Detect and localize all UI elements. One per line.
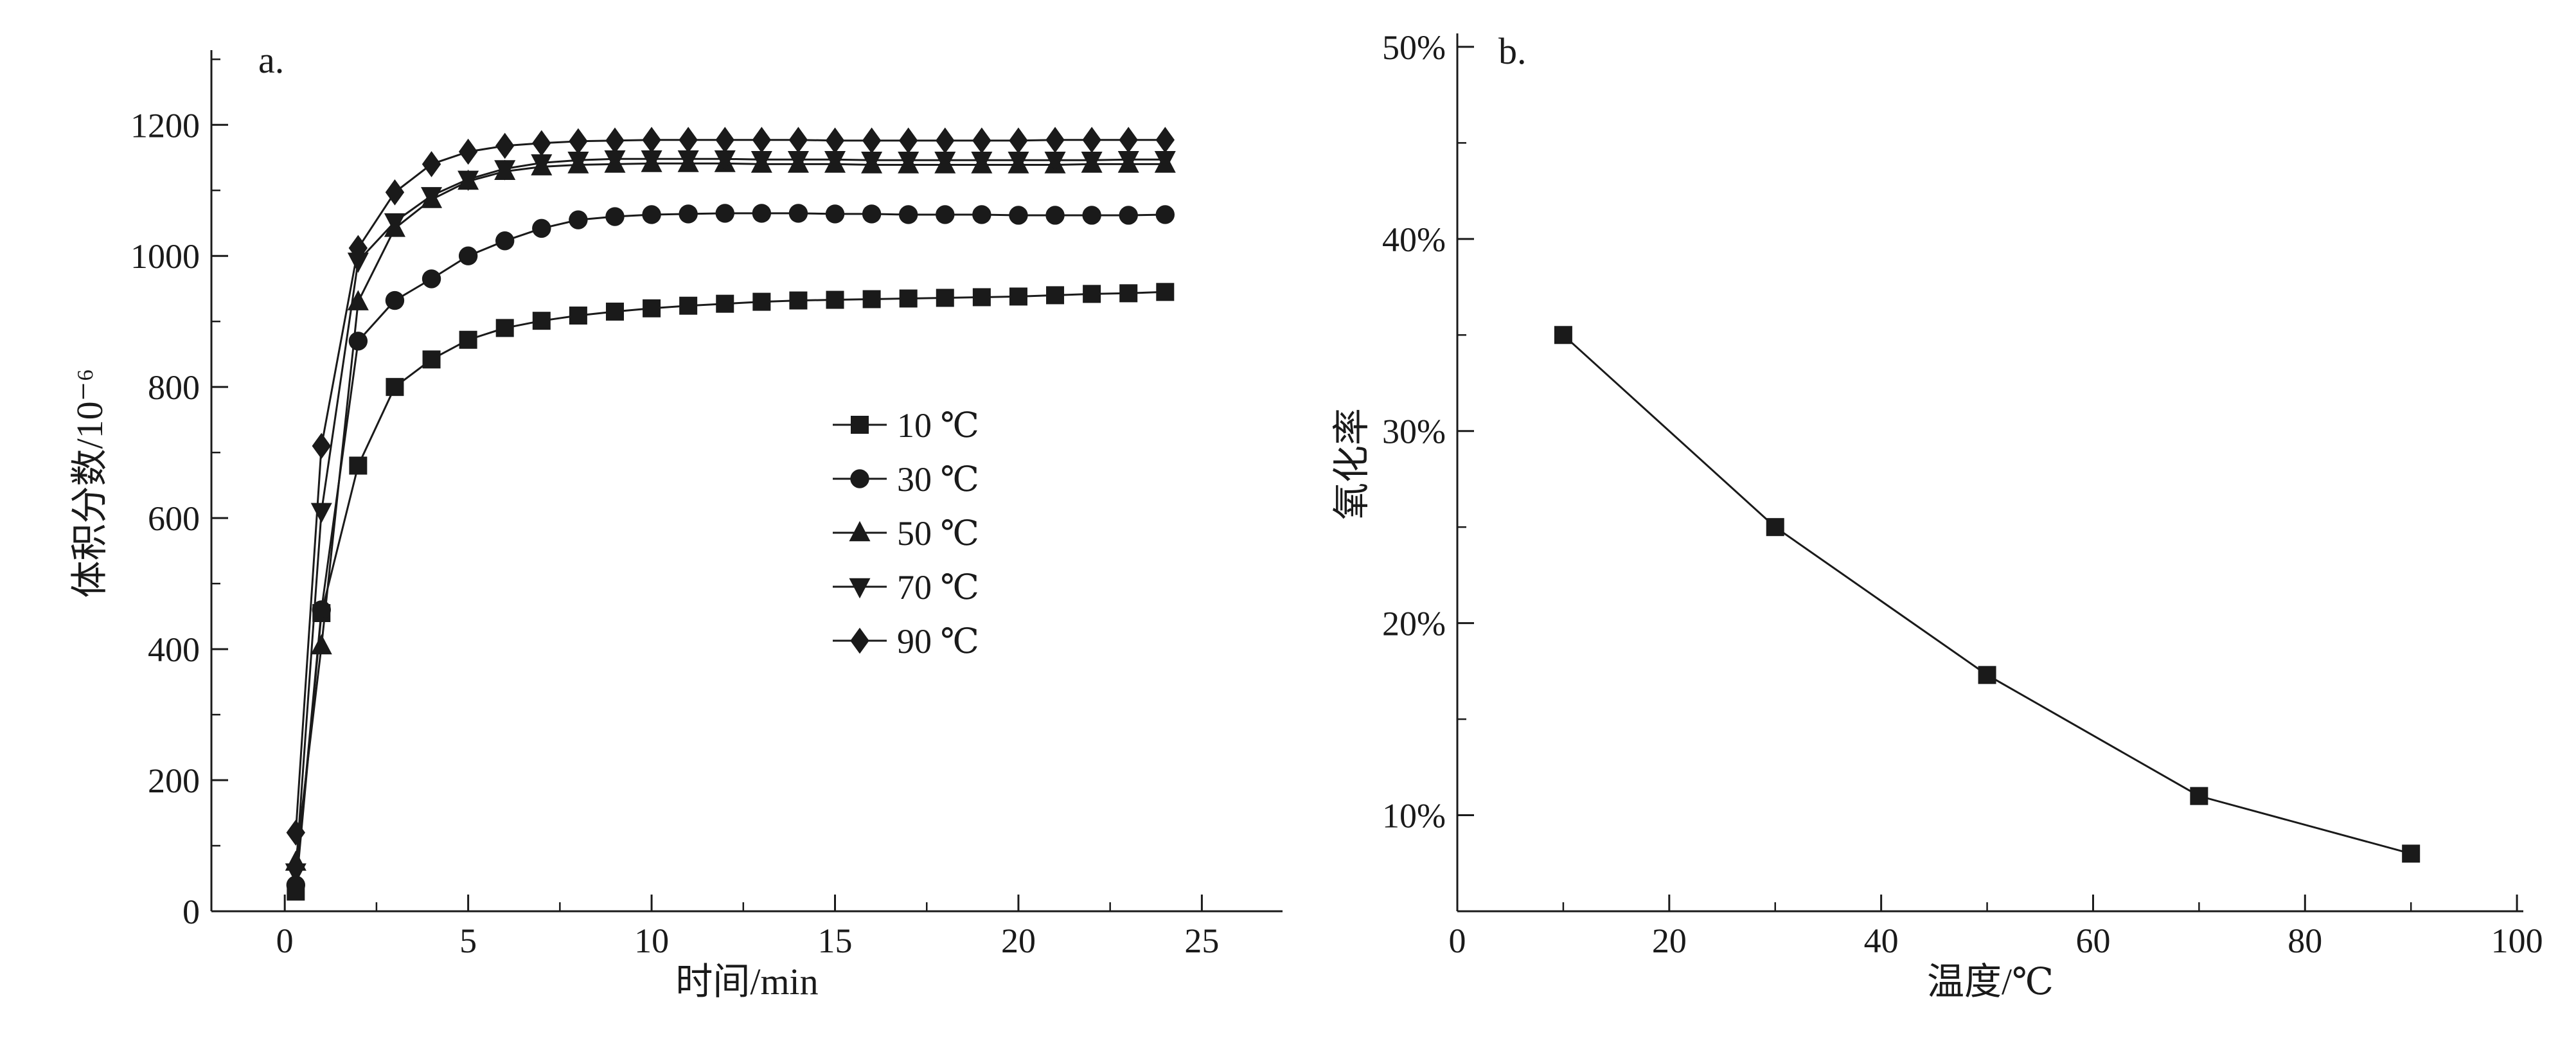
svg-text:10: 10 [634, 922, 669, 960]
svg-text:40%: 40% [1382, 220, 1446, 259]
svg-text:600: 600 [148, 499, 200, 538]
svg-text:400: 400 [148, 630, 200, 669]
svg-text:40: 40 [1864, 922, 1899, 960]
svg-text:15: 15 [818, 922, 853, 960]
chart-b-plot: 0 20 40 60 80 100 10% 20% 30% 40% 50% [1382, 28, 2543, 960]
chart-a-y-axis-title: 体积分数/10⁻⁶ [69, 368, 111, 598]
svg-text:5: 5 [459, 922, 477, 960]
svg-text:25: 25 [1184, 922, 1219, 960]
svg-text:1000: 1000 [130, 237, 200, 276]
svg-text:20%: 20% [1382, 605, 1446, 643]
svg-text:50 ℃: 50 ℃ [897, 514, 979, 553]
svg-text:90 ℃: 90 ℃ [897, 622, 979, 661]
svg-text:800: 800 [148, 368, 200, 407]
panel-a-label: a. [258, 39, 285, 81]
svg-text:30%: 30% [1382, 413, 1446, 451]
svg-text:70 ℃: 70 ℃ [897, 568, 979, 607]
svg-text:1200: 1200 [130, 106, 200, 145]
svg-text:10%: 10% [1382, 797, 1446, 835]
chart-a-plot: 0 5 10 15 20 25 0 200 400 600 800 1000 1200 10 ℃ 30 ℃ 5… [130, 50, 1283, 960]
chart-b-x-axis-title: 温度/℃ [1927, 961, 2054, 1003]
chart-b-y-axis-title: 氧化率 [1331, 407, 1373, 521]
svg-text:20: 20 [1001, 922, 1036, 960]
svg-text:50%: 50% [1382, 28, 1446, 67]
svg-text:0: 0 [1449, 922, 1466, 960]
svg-text:30 ℃: 30 ℃ [897, 460, 979, 499]
svg-text:200: 200 [148, 762, 200, 800]
svg-text:0: 0 [182, 893, 200, 931]
svg-text:100: 100 [2491, 922, 2543, 960]
svg-text:20: 20 [1652, 922, 1687, 960]
svg-text:60: 60 [2075, 922, 2110, 960]
panel-b-label: b. [1498, 30, 1527, 72]
svg-text:0: 0 [276, 922, 294, 960]
svg-text:10 ℃: 10 ℃ [897, 406, 979, 445]
chart-a-x-axis-title: 时间/min [675, 961, 819, 1003]
svg-text:80: 80 [2287, 922, 2322, 960]
chart-a-legend: 10 ℃ 30 ℃ 50 ℃ 70 ℃ 90 ℃ [833, 406, 979, 661]
